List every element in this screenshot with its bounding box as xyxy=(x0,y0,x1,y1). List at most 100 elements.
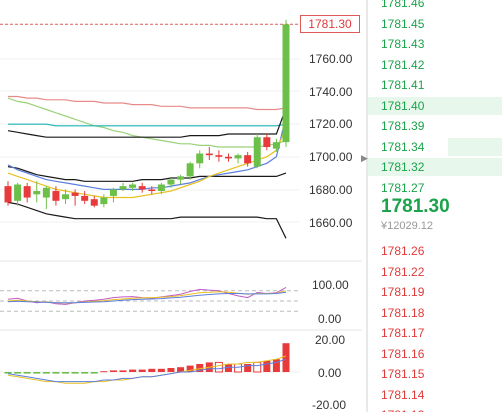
ask-row[interactable]: 1781.46 xyxy=(368,0,502,13)
price-axis-label: 1700.00 xyxy=(309,150,353,164)
ask-price: 1781.39 xyxy=(381,119,425,133)
macd-bar xyxy=(23,372,31,374)
bid-price: 1781.13 xyxy=(381,408,424,412)
ask-row[interactable]: 1781.27 xyxy=(368,178,502,198)
candle-body xyxy=(14,184,22,201)
candle-body xyxy=(215,155,223,157)
ma-line xyxy=(7,201,287,239)
panel-divider xyxy=(366,0,368,412)
ask-depth-bar xyxy=(368,96,502,115)
macd-bar xyxy=(33,372,41,374)
price-axis-label: 1740.00 xyxy=(309,85,353,99)
ask-row[interactable]: 1781.42 xyxy=(368,55,502,75)
bid-price: 1781.26 xyxy=(381,244,425,258)
ask-price: 1781.46 xyxy=(381,0,425,10)
kline-chart-canvas[interactable] xyxy=(0,0,362,412)
ask-depth-bar xyxy=(448,137,502,156)
ask-depth-bar xyxy=(368,158,502,176)
candle-body xyxy=(42,187,50,198)
macd-bar xyxy=(129,369,137,372)
candle-body xyxy=(33,191,41,195)
ask-price: 1781.42 xyxy=(381,57,425,72)
candle-body xyxy=(157,184,165,192)
bid-row[interactable]: 1781.16 xyxy=(368,344,502,364)
candle-body xyxy=(177,176,185,180)
candle-body xyxy=(71,192,79,196)
macd-bar xyxy=(90,372,98,374)
candle-body xyxy=(81,195,89,201)
ask-row[interactable]: 1781.39 xyxy=(368,116,502,136)
macd-axis-label: 0.00 xyxy=(318,366,342,380)
ask-row[interactable]: 1781.45 xyxy=(368,14,502,34)
bid-price: 1781.16 xyxy=(381,346,425,361)
ma-line xyxy=(8,95,287,111)
macd-bar xyxy=(81,372,89,374)
macd-axis-label: 20.00 xyxy=(315,333,346,347)
price-axis-label: 1760.00 xyxy=(309,52,353,66)
candle-body xyxy=(148,189,156,192)
macd-bar xyxy=(52,372,60,374)
bid-row[interactable]: 1781.22 xyxy=(368,262,502,282)
ask-price: 1781.34 xyxy=(381,139,425,154)
ask-row[interactable]: 1781.41 xyxy=(368,75,502,95)
candle-body xyxy=(167,179,175,185)
collapse-arrow-icon[interactable]: ▶ xyxy=(361,153,368,163)
candle-body xyxy=(62,194,70,200)
bid-row[interactable]: 1781.14 xyxy=(368,385,502,405)
bid-price: 1781.14 xyxy=(381,387,425,402)
bid-price: 1781.17 xyxy=(381,326,425,340)
rsi-axis-label: 0.00 xyxy=(318,312,342,326)
ask-price: 1781.41 xyxy=(381,78,425,92)
candle-body xyxy=(4,186,12,203)
ask-row[interactable]: 1781.43 xyxy=(368,34,502,54)
price-axis-label: 1680.00 xyxy=(309,183,353,197)
macd-bar xyxy=(157,368,165,372)
ask-row[interactable]: 1781.32 xyxy=(368,157,502,177)
bid-row[interactable]: 1781.26 xyxy=(368,241,502,261)
macd-bar xyxy=(119,370,127,372)
macd-bar xyxy=(42,372,50,374)
bid-row[interactable]: 1781.18 xyxy=(368,303,502,323)
ask-price: 1781.45 xyxy=(381,16,425,31)
candle-body xyxy=(119,186,127,190)
candle-body xyxy=(263,137,271,148)
ask-price: 1781.27 xyxy=(381,180,425,195)
candle-body xyxy=(234,155,242,159)
candle-body xyxy=(253,137,261,167)
candle-body xyxy=(129,184,137,188)
ma-line xyxy=(8,123,287,127)
macd-axis-label: -20.00 xyxy=(312,398,347,412)
macd-bar xyxy=(234,363,243,373)
macd-bar xyxy=(148,368,156,372)
candle-body xyxy=(244,155,252,164)
macd-bar xyxy=(214,361,223,373)
macd-bar xyxy=(14,372,22,374)
price-axis-label: 1720.00 xyxy=(309,117,353,131)
bid-price: 1781.19 xyxy=(381,285,425,299)
rsi-line xyxy=(7,291,287,304)
bid-price: 1781.18 xyxy=(381,305,425,320)
macd-bar xyxy=(100,371,108,373)
candle-body xyxy=(205,153,213,156)
bid-row[interactable]: 1781.15 xyxy=(368,364,502,384)
bid-row[interactable]: 1781.17 xyxy=(368,323,502,343)
macd-bar xyxy=(167,368,175,372)
order-book: 1781.46 1781.45 1781.43 1781.42 1781.41 1781.… xyxy=(368,0,502,412)
ask-price: 1781.40 xyxy=(381,98,425,113)
candle-body xyxy=(100,197,108,205)
macd-bar xyxy=(224,364,232,372)
macd-bar xyxy=(138,369,146,372)
ask-row[interactable]: 1781.34 xyxy=(368,137,502,157)
macd-bar xyxy=(263,360,271,372)
current-price-tag: 1781.30 xyxy=(300,15,360,33)
candle-body xyxy=(282,24,290,143)
macd-bar xyxy=(253,361,262,373)
macd-bar xyxy=(272,359,280,372)
macd-bar xyxy=(196,364,204,372)
macd-bar xyxy=(282,343,290,372)
ma-line xyxy=(7,166,287,182)
bid-row[interactable]: 1781.19 xyxy=(368,282,502,302)
bid-row[interactable]: 1781.13 xyxy=(368,405,502,412)
kline-chart[interactable]: 1760.00 1740.00 1720.00 1700.00 1680.00 … xyxy=(0,0,362,412)
ask-row[interactable]: 1781.40 xyxy=(368,96,502,116)
